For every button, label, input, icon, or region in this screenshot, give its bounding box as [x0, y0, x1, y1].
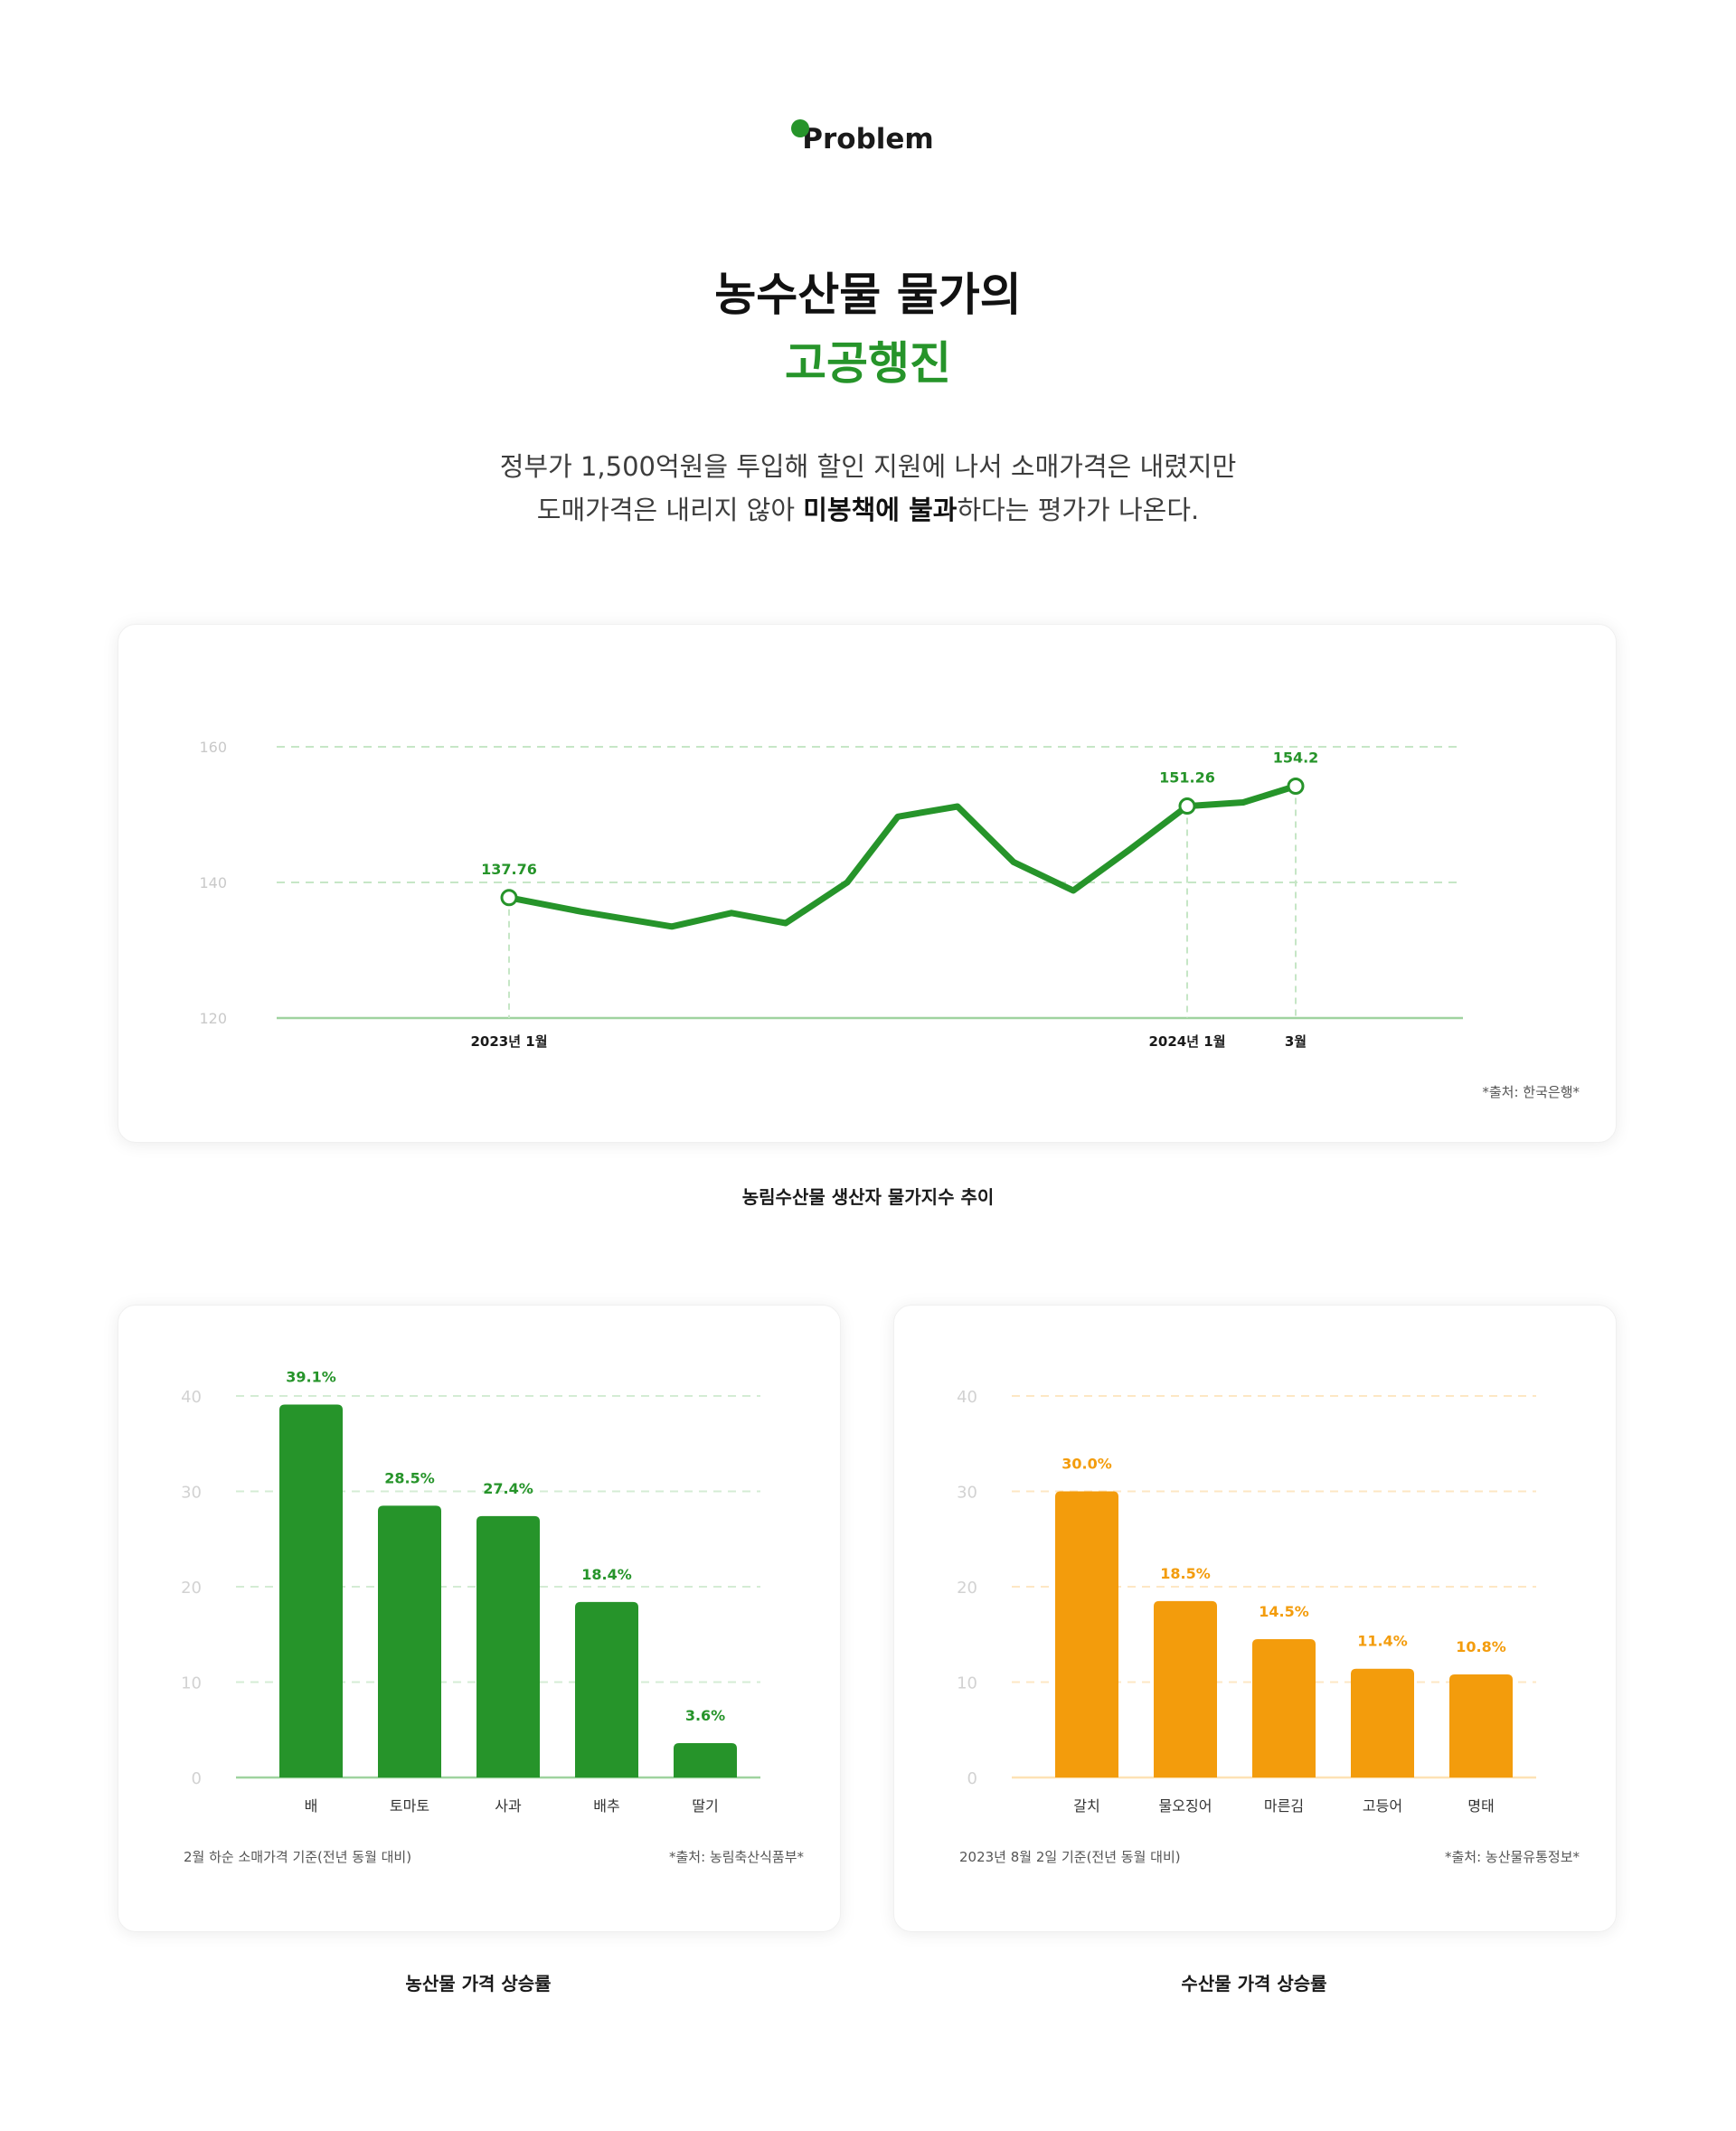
bar: [1351, 1668, 1414, 1777]
bar-category-label: 배추: [593, 1797, 619, 1815]
lead-line2-post: 하다는 평가가 나온다.: [957, 495, 1200, 525]
source-text: *출처: 농산물유통정보*: [1445, 1849, 1580, 1865]
headline-line2: 고공행진: [785, 337, 951, 390]
bar-category-label: 물오징어: [1159, 1797, 1212, 1815]
agri-bar-chart-caption: 농산물 가격 상승률: [405, 1973, 552, 1994]
headline-line1: 농수산물 물가의: [714, 269, 1022, 321]
bar-category-label: 사과: [495, 1797, 522, 1815]
bar-value-label: 3.6%: [685, 1707, 725, 1724]
bar-category-label: 명태: [1467, 1797, 1494, 1815]
section-tag-label: Problem: [802, 123, 934, 156]
bar-value-label: 28.5%: [384, 1469, 435, 1486]
y-tick-label: 40: [957, 1388, 977, 1407]
lead-line1: 정부가 1,500억원을 투입해 할인 지원에 나서 소매가격은 내렸지만: [499, 451, 1237, 482]
bar-value-label: 14.5%: [1259, 1603, 1309, 1620]
agri-bar-chart: 0 10 20 30 40 39.1% 배 28.5% 토마토 27.4% 사과 18.4% 배추 3.6…: [181, 1368, 805, 1865]
chart-note: 2023년 8월 2일 기준(전년 동월 대비): [959, 1849, 1181, 1865]
y-tick-label: 20: [957, 1579, 977, 1598]
source-text: *출처: 농림축산식품부*: [669, 1849, 805, 1865]
bar: [378, 1505, 441, 1777]
page-title: 농수산물 물가의 고공행진: [0, 260, 1736, 398]
bar: [1055, 1491, 1118, 1777]
data-point: [1287, 778, 1305, 795]
x-tick-label: 2023년 1월: [470, 1033, 547, 1050]
series-line: [505, 783, 1299, 930]
lead-line2-pre: 도매가격은 내리지 않아: [536, 495, 804, 525]
x-tick-label: 3월: [1285, 1033, 1307, 1050]
bar: [1154, 1600, 1217, 1777]
bar: [1449, 1674, 1513, 1777]
bar-value-label: 27.4%: [483, 1480, 533, 1497]
bar-value-label: 11.4%: [1357, 1633, 1408, 1650]
y-tick-label: 140: [199, 874, 227, 891]
data-point: [500, 889, 518, 907]
y-tick-label: 160: [199, 739, 227, 756]
lead-paragraph: 정부가 1,500억원을 투입해 할인 지원에 나서 소매가격은 내렸지만 도매…: [0, 445, 1736, 532]
fish-bar-chart-card: 0 10 20 30 40 30.0% 갈치 18.5% 물오징어 14.5% 마른김 11.4% 고등…: [893, 1305, 1617, 1932]
bar-value-label: 39.1%: [286, 1368, 336, 1385]
y-tick-label: 10: [181, 1674, 202, 1693]
data-label: 137.76: [481, 861, 537, 878]
y-tick-label: 0: [192, 1769, 202, 1788]
source-text: *출처: 한국은행*: [1482, 1084, 1580, 1100]
y-tick-label: 40: [181, 1388, 202, 1407]
y-tick-label: 30: [957, 1484, 977, 1503]
bar: [575, 1601, 638, 1777]
bar-value-label: 30.0%: [1061, 1456, 1112, 1473]
bar-category-label: 마른김: [1264, 1797, 1304, 1815]
data-point: [1178, 797, 1196, 816]
agri-bar-chart-card: 0 10 20 30 40 39.1% 배 28.5% 토마토 27.4% 사과 18.4% 배추 3.6…: [118, 1305, 841, 1932]
bar-value-label: 18.5%: [1160, 1565, 1211, 1582]
bar-category-label: 토마토: [390, 1797, 429, 1815]
y-tick-label: 20: [181, 1579, 202, 1598]
section-tag: Problem: [0, 119, 1736, 156]
y-tick-label: 10: [957, 1674, 977, 1693]
x-tick-label: 2024년 1월: [1148, 1033, 1225, 1050]
line-chart: 120 140 160 137.76 151.26 154.2 2023년 1월 2024년 …: [199, 739, 1580, 1100]
y-tick-label: 30: [181, 1484, 202, 1503]
line-chart-caption: 농림수산물 생산자 물가지수 추이: [741, 1186, 995, 1208]
fish-bar-chart-caption: 수산물 가격 상승률: [1181, 1973, 1327, 1994]
y-tick-label: 120: [199, 1010, 227, 1027]
bar-category-label: 고등어: [1363, 1797, 1402, 1815]
lead-line2-bold: 미봉책에 불과: [803, 495, 958, 525]
data-label: 154.2: [1273, 750, 1319, 767]
fish-bar-chart: 0 10 20 30 40 30.0% 갈치 18.5% 물오징어 14.5% 마른김 11.4% 고등…: [957, 1388, 1580, 1865]
data-label: 151.26: [1159, 769, 1215, 787]
y-tick-label: 0: [967, 1769, 977, 1788]
bar-value-label: 10.8%: [1456, 1638, 1506, 1655]
line-chart-card: 120 140 160 137.76 151.26 154.2 2023년 1월 2024년 …: [118, 624, 1617, 1143]
bar: [476, 1515, 540, 1777]
bar-category-label: 갈치: [1073, 1797, 1099, 1815]
bar-category-label: 배: [305, 1797, 318, 1815]
green-dot-icon: [791, 119, 810, 137]
chart-note: 2월 하순 소매가격 기준(전년 동월 대비): [184, 1849, 411, 1865]
bar: [279, 1404, 343, 1777]
bar: [674, 1743, 737, 1777]
bar: [1252, 1639, 1316, 1777]
bar-category-label: 딸기: [692, 1797, 718, 1815]
lead-line2: 도매가격은 내리지 않아 미봉책에 불과하다는 평가가 나온다.: [0, 488, 1736, 532]
bar-value-label: 18.4%: [581, 1566, 632, 1583]
